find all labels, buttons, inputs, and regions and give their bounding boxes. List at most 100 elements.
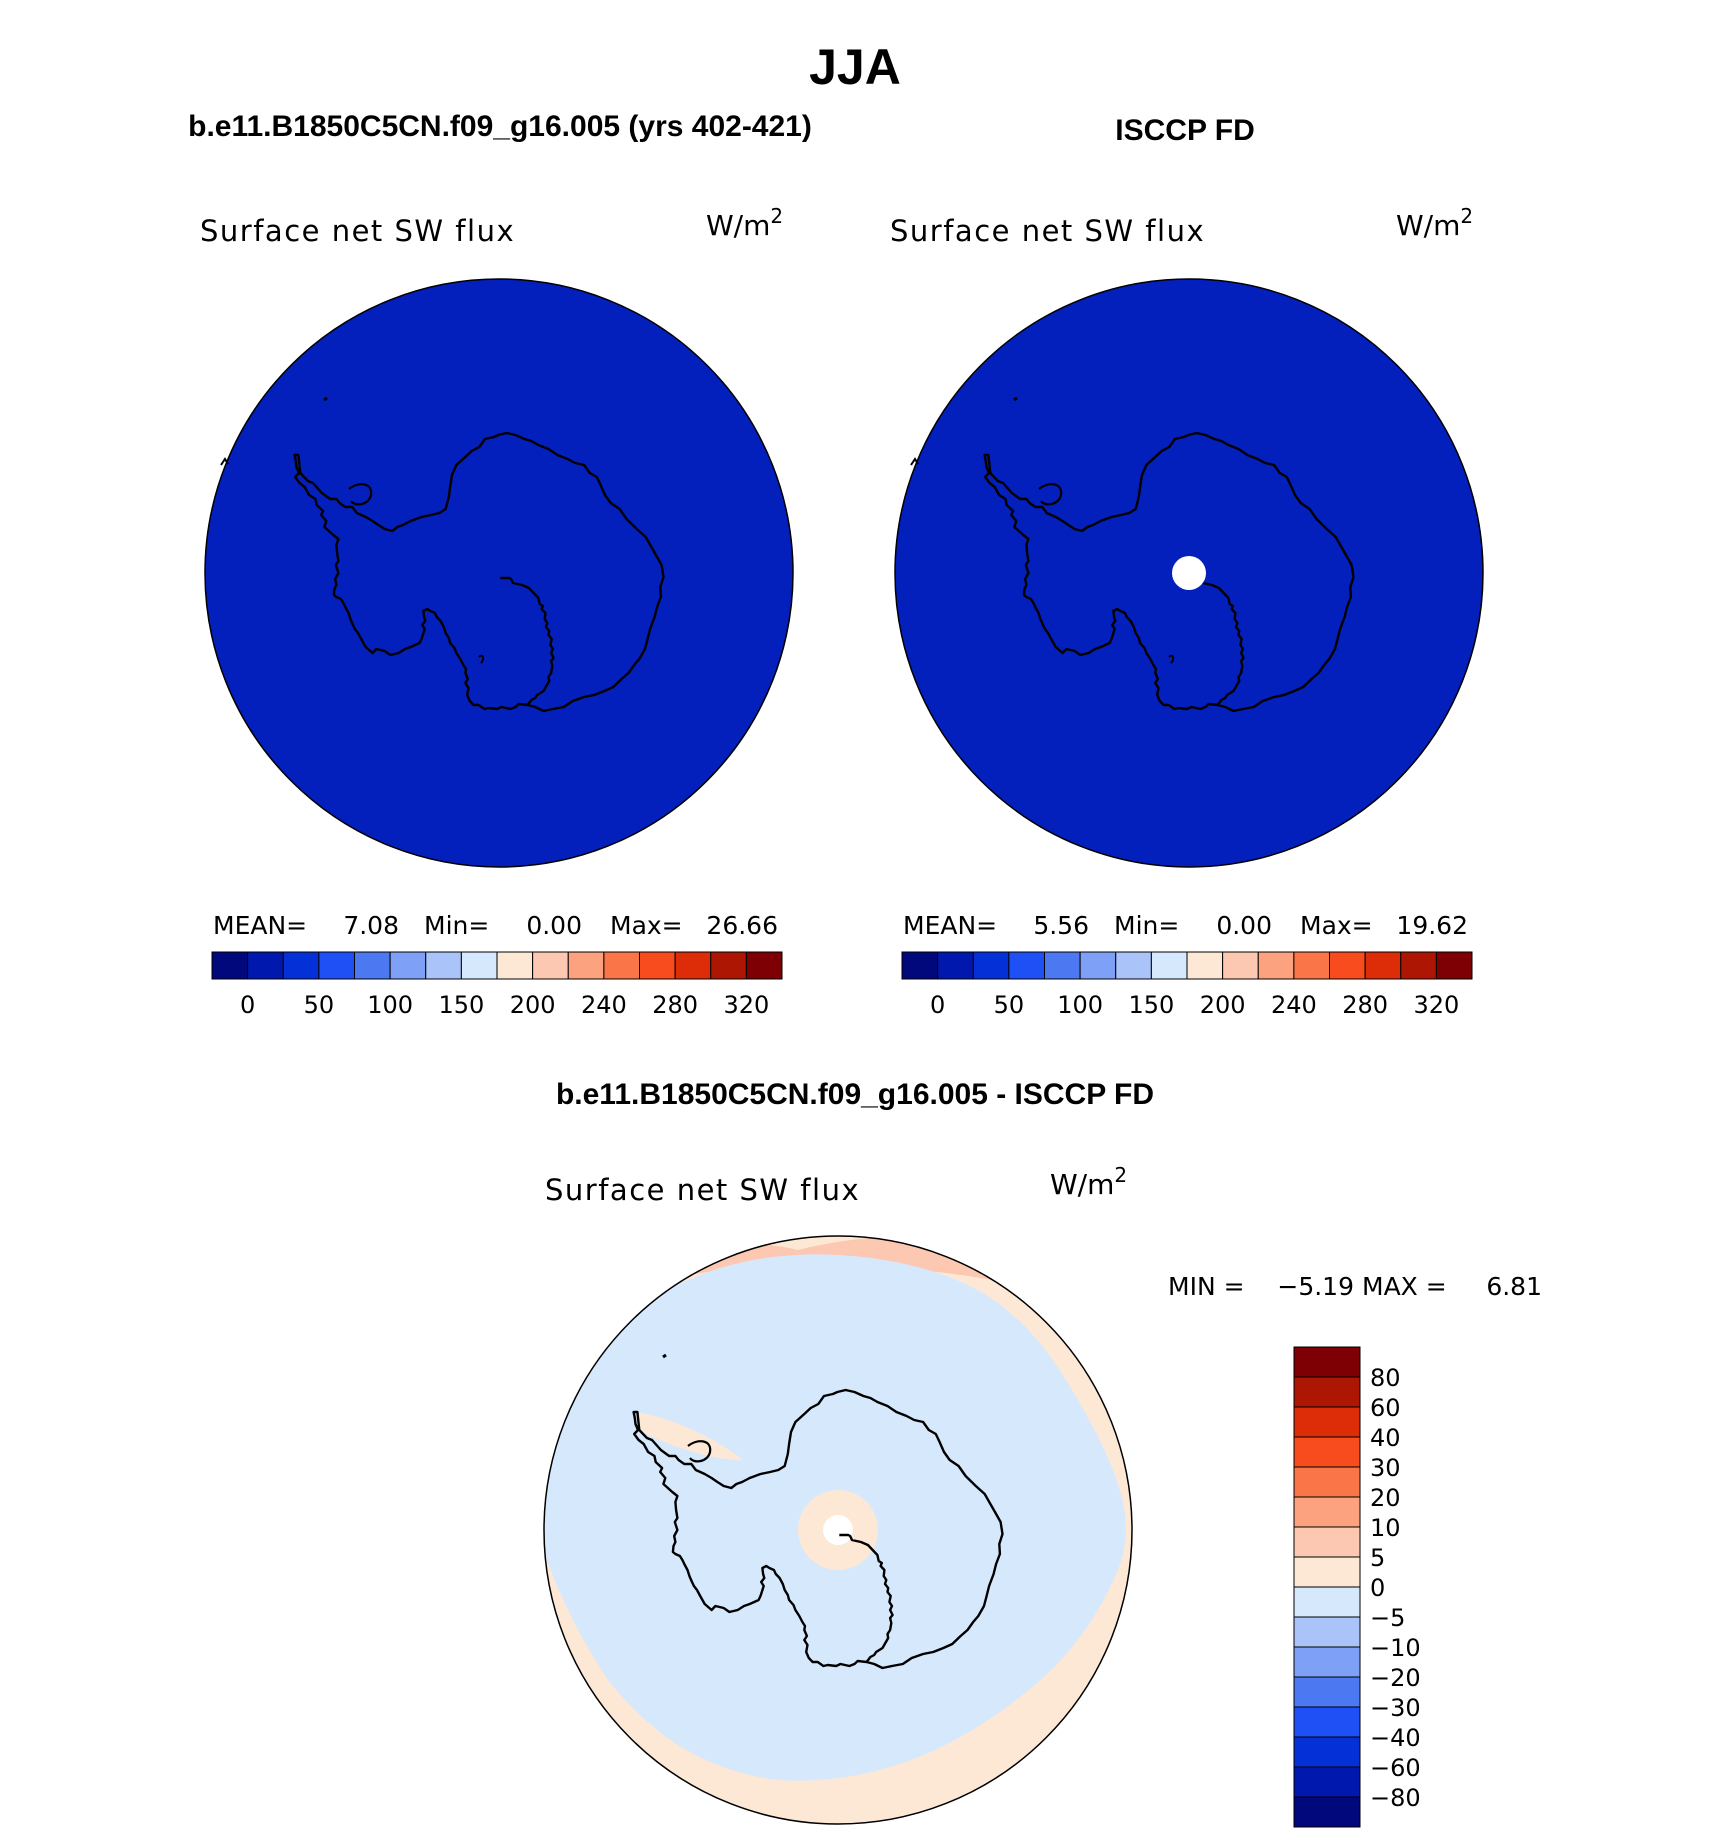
map-disk — [204, 278, 794, 868]
colorbar-swatch — [1293, 1556, 1361, 1588]
page-title: JJA — [809, 39, 901, 95]
colorbar-tick-label: −20 — [1370, 1664, 1421, 1692]
panels-layer: b.e11.B1850C5CN.f09_g16.005 (yrs 402-421… — [188, 110, 1484, 1019]
colorbar-tick-label: −5 — [1370, 1604, 1405, 1632]
colorbar-swatch — [1293, 1706, 1361, 1738]
diff-min-label: MIN = — [1168, 1272, 1245, 1301]
colorbar-tick-label: 0 — [1370, 1574, 1385, 1602]
colorbar-swatch — [1293, 1676, 1361, 1708]
colorbar-swatch — [211, 951, 249, 980]
colorbar-tick-label: 100 — [1057, 991, 1103, 1019]
colorbar-tick-label: −30 — [1370, 1694, 1421, 1722]
colorbar-tick-label: 320 — [723, 991, 769, 1019]
island — [662, 1353, 667, 1359]
colorbar-tick-label: 150 — [438, 991, 484, 1019]
colorbar-swatch — [639, 951, 676, 980]
colorbar-swatch — [1293, 1496, 1361, 1528]
colorbar-swatch — [1293, 1586, 1361, 1618]
diff-max-label: MAX = — [1362, 1272, 1447, 1301]
colorbar-tick-label: 60 — [1370, 1394, 1401, 1422]
colorbar-swatch — [1293, 1616, 1361, 1648]
pole-gap — [1172, 556, 1206, 590]
ice-shelf-outline — [348, 483, 373, 506]
diff-heading: b.e11.B1850C5CN.f09_g16.005 - ISCCP FD — [556, 1078, 1154, 1111]
mean-label: MEAN= — [213, 911, 307, 940]
colorbar-tick-label: −10 — [1370, 1634, 1421, 1662]
island — [478, 654, 485, 664]
map-panel-2: ISCCP FD Surface net SW flux W/m2 MEAN= 5.56… — [890, 114, 1484, 1019]
colorbar-tick-label: 30 — [1370, 1454, 1401, 1482]
colorbar-swatch — [425, 951, 462, 980]
ice-shelf-outline — [1038, 483, 1063, 506]
colorbar-swatch — [1293, 951, 1330, 980]
min-label: Min= — [1114, 911, 1179, 940]
colorbar-tick-label: 10 — [1370, 1514, 1401, 1542]
colorbar-tick-label: 0 — [930, 991, 945, 1019]
island — [1013, 396, 1018, 402]
colorbar-tick-label: 50 — [994, 991, 1025, 1019]
colorbar: 0 50 100 150 200 240 280 320 — [211, 951, 783, 1019]
island — [1168, 654, 1175, 664]
colorbar-tick-label: 150 — [1128, 991, 1174, 1019]
diff-field-title: Surface net SW flux — [545, 1173, 860, 1207]
colorbar-tick-label: 280 — [652, 991, 698, 1019]
colorbar-swatch — [532, 951, 569, 980]
colorbar-swatch — [1293, 1466, 1361, 1498]
colorbar-swatch — [1329, 951, 1366, 980]
min-value: 0.00 — [1216, 911, 1272, 940]
colorbar-swatch — [603, 951, 640, 980]
colorbar-swatch — [710, 951, 747, 980]
island — [220, 457, 229, 466]
mean-value: 5.56 — [1033, 911, 1089, 940]
colorbar-swatch — [1293, 1736, 1361, 1768]
max-value: 19.62 — [1396, 911, 1468, 940]
colorbar-swatch — [567, 951, 605, 980]
colorbar-swatch — [674, 951, 712, 980]
colorbar-swatch — [282, 951, 320, 980]
mean-label: MEAN= — [903, 911, 997, 940]
colorbar-tick-label: 240 — [1271, 991, 1317, 1019]
colorbar-tick-label: 80 — [1370, 1364, 1401, 1392]
colorbar-swatch — [1293, 1646, 1361, 1678]
diff-map — [544, 1236, 1132, 1824]
min-value: 0.00 — [526, 911, 582, 940]
colorbar-swatch — [1079, 951, 1117, 980]
field-title: Surface net SW flux — [200, 214, 515, 248]
positive-patch — [638, 1412, 743, 1460]
colorbar-swatch — [1293, 1346, 1361, 1378]
ice-shelf-outline — [687, 1440, 712, 1463]
colorbar-swatch — [354, 951, 391, 980]
diff-max-value: 6.81 — [1486, 1272, 1542, 1301]
max-label: Max= — [610, 911, 683, 940]
colorbar-swatch — [745, 951, 783, 980]
colorbar-tick-label: 5 — [1370, 1544, 1385, 1572]
colorbar-swatch — [1364, 951, 1402, 980]
colorbar-swatch — [318, 951, 355, 980]
colorbar-swatch — [1293, 1376, 1361, 1408]
min-label: Min= — [424, 911, 489, 940]
unit-label: W/m2 — [706, 204, 783, 242]
colorbar-swatch — [1435, 951, 1473, 980]
colorbar-swatch — [1293, 1436, 1361, 1468]
colorbar-swatch — [901, 951, 939, 980]
map-panel-1: b.e11.B1850C5CN.f09_g16.005 (yrs 402-421… — [188, 110, 812, 1019]
colorbar-tick-label: −60 — [1370, 1754, 1421, 1782]
mean-value: 7.08 — [343, 911, 399, 940]
colorbar-swatch — [1293, 1796, 1361, 1828]
colorbar-swatch — [1222, 951, 1259, 980]
colorbar: 0 50 100 150 200 240 280 320 — [901, 951, 1473, 1019]
colorbar-swatch — [389, 951, 427, 980]
island — [323, 396, 328, 402]
diff-unit-label: W/m2 — [1050, 1163, 1127, 1201]
field-title: Surface net SW flux — [890, 214, 1205, 248]
colorbar-tick-label: 20 — [1370, 1484, 1401, 1512]
island — [910, 457, 919, 466]
colorbar-swatch — [1150, 951, 1188, 980]
diff-panel: Surface net SW flux W/m2 MIN = −5.19 MAX = 6.… — [543, 1163, 1542, 1828]
colorbar-tick-label: 100 — [367, 991, 413, 1019]
colorbar-tick-label: 200 — [1200, 991, 1246, 1019]
colorbar-tick-label: 200 — [510, 991, 556, 1019]
colorbar-swatch — [496, 951, 534, 980]
